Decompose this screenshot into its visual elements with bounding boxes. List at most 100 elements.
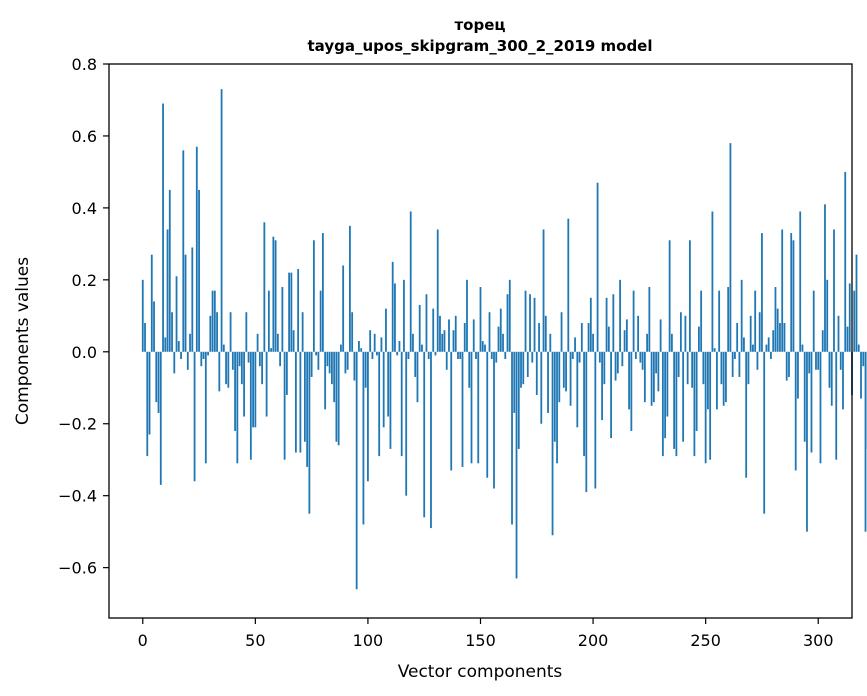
bar: [497, 326, 500, 352]
bar: [616, 351, 619, 374]
bar: [781, 229, 784, 352]
bar: [677, 351, 680, 377]
y-tick-label: −0.2: [58, 415, 97, 434]
bar: [227, 351, 230, 388]
bar: [698, 326, 700, 352]
bar: [306, 351, 309, 467]
bar: [648, 287, 651, 352]
bar: [513, 351, 516, 413]
bar: [565, 351, 567, 392]
plot-area-frame: [108, 63, 853, 619]
bar: [749, 315, 752, 352]
bar: [594, 351, 597, 489]
bar: [159, 351, 162, 485]
bar: [549, 333, 552, 352]
bar: [207, 351, 209, 356]
bar: [369, 330, 372, 352]
bar: [855, 254, 858, 352]
bar: [211, 290, 214, 352]
bar: [261, 351, 263, 385]
bar: [155, 351, 158, 403]
bar: [659, 319, 662, 352]
bar: [673, 351, 676, 449]
bar: [200, 351, 203, 367]
bar: [358, 341, 360, 352]
bar: [556, 351, 558, 464]
bar: [752, 344, 754, 352]
bar: [466, 279, 468, 352]
bar: [736, 323, 739, 352]
bar: [189, 333, 191, 352]
bar: [308, 351, 311, 514]
bar: [700, 290, 703, 352]
bar: [331, 351, 333, 385]
bar: [632, 290, 635, 352]
bar: [340, 344, 342, 352]
bar: [553, 351, 556, 442]
bar: [740, 279, 743, 352]
bar: [797, 351, 799, 399]
bar: [475, 351, 477, 359]
bar: [506, 294, 509, 352]
bar: [191, 247, 194, 352]
bar: [709, 351, 712, 460]
bar: [418, 305, 421, 352]
bar: [763, 351, 766, 514]
bar: [702, 351, 705, 385]
bar: [382, 351, 385, 428]
bar: [182, 150, 185, 352]
bar: [734, 351, 736, 359]
bar: [743, 337, 745, 352]
bar: [150, 254, 153, 352]
bar: [477, 351, 480, 464]
bar: [353, 351, 356, 381]
bar: [684, 315, 687, 352]
bar: [531, 351, 534, 363]
bar: [776, 308, 779, 352]
bar: [238, 351, 241, 367]
bar: [535, 351, 538, 395]
bar: [650, 351, 653, 406]
bar: [209, 315, 212, 352]
bar: [324, 351, 327, 410]
bar: [848, 283, 851, 352]
bar: [603, 351, 606, 385]
bar: [637, 315, 640, 352]
bar: [722, 351, 725, 406]
bar: [360, 348, 363, 352]
bar: [779, 323, 781, 352]
bar: [522, 351, 525, 385]
bar: [619, 279, 621, 352]
bar: [484, 344, 486, 352]
bar: [837, 315, 840, 352]
bar: [195, 146, 198, 352]
bar: [664, 351, 667, 439]
bar: [785, 351, 788, 381]
x-tick-label: 100: [353, 631, 384, 650]
bar: [691, 351, 694, 388]
bar: [682, 351, 685, 442]
x-tick-label: 50: [245, 631, 265, 650]
bar: [450, 351, 453, 471]
bar: [693, 351, 696, 457]
bar: [495, 351, 498, 363]
bar: [488, 312, 491, 352]
bar: [646, 333, 649, 352]
bar: [272, 236, 275, 352]
bar: [810, 351, 813, 453]
bar: [319, 290, 322, 352]
bar: [729, 143, 732, 352]
bar: [303, 351, 306, 442]
bar: [400, 351, 403, 457]
bar: [403, 279, 405, 352]
bar: [213, 290, 216, 352]
bar: [738, 351, 741, 377]
bar: [812, 290, 815, 352]
bar: [202, 351, 205, 359]
bar: [468, 351, 471, 388]
bar: [276, 333, 279, 352]
bar: [144, 323, 146, 352]
bar: [569, 351, 572, 406]
bar: [727, 287, 730, 352]
bar: [686, 351, 689, 385]
